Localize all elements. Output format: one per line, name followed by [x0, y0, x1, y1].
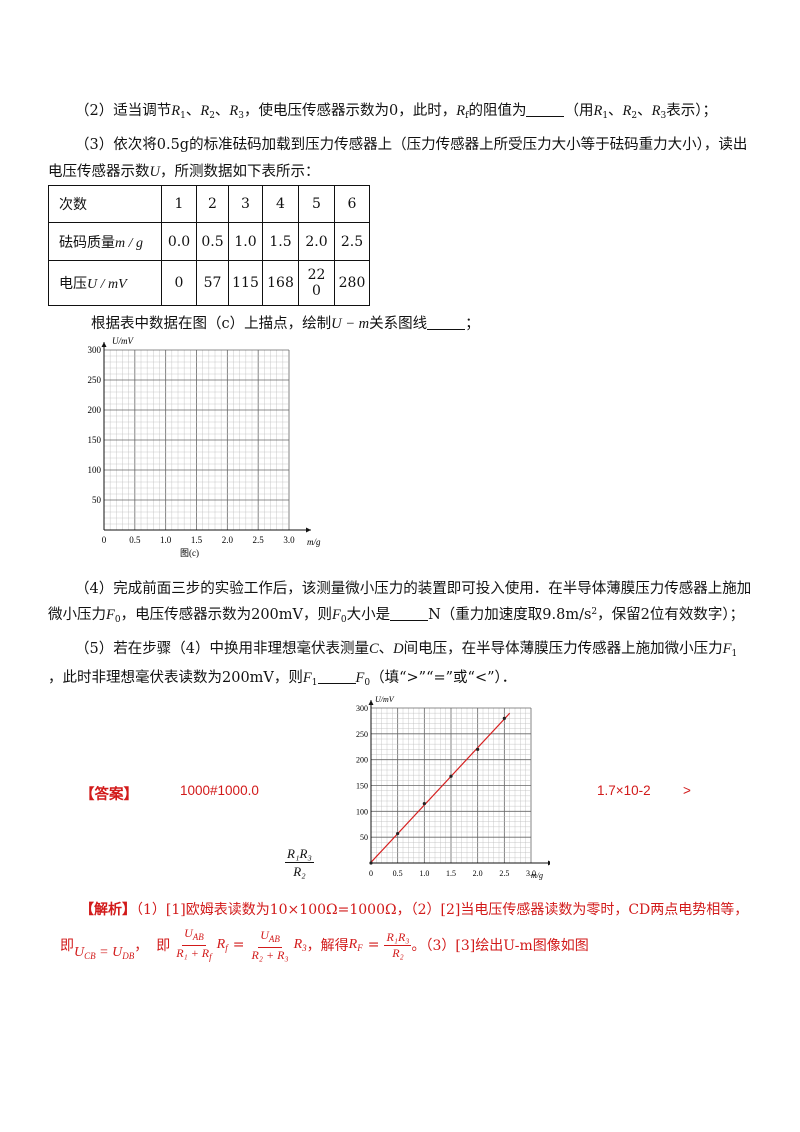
question-4-line1: （4）完成前面三步的实验工作后，该测量微小压力的装置即可投入使用．在半导体薄膜压… — [75, 581, 752, 597]
y-tick-label: 100 — [88, 465, 102, 475]
x-tick-label: 1.5 — [191, 535, 203, 545]
answer-blank — [390, 606, 429, 621]
x-tick-label: 2.5 — [253, 535, 265, 545]
y-tick-label: 300 — [356, 704, 368, 713]
data-point — [369, 861, 373, 865]
table-row: 砝码质量m / g 0.0 0.5 1.0 1.5 2.0 2.5 — [48, 222, 370, 261]
answer-blank — [526, 102, 565, 117]
answer-blank — [427, 315, 466, 330]
x-tick-label: 1.0 — [419, 869, 429, 878]
y-tick-label: 300 — [88, 345, 102, 355]
x-tick-label: 0 — [102, 535, 107, 545]
answer-1: 1000#1000.0 — [180, 783, 259, 798]
analysis-line1: 【解析】（1）[1]欧姆表读数为10×100Ω=1000Ω，（2）[2]当电压传… — [80, 902, 749, 918]
fraction: UAB R₁ + Rf — [176, 925, 212, 962]
question-4-line2: 微小压力F0，电压传感器示数为200mV，则F0大小是 N（重力加速度取9.8m/… — [48, 606, 745, 625]
x-axis-label: m/g — [531, 871, 543, 880]
y-tick-label: 250 — [88, 375, 102, 385]
y-tick-label: 250 — [356, 730, 368, 739]
axes — [101, 342, 311, 533]
y-tick-label: 50 — [360, 833, 368, 842]
y-tick-label: 150 — [356, 782, 368, 791]
fit-line — [370, 712, 511, 863]
x-tick-label: 0 — [369, 869, 373, 878]
fraction: UAB R₂ + R₃ — [251, 927, 289, 962]
plot-instruction: 根据表中数据在图（c）上描点，绘制U − m关系图线； — [91, 315, 480, 332]
answer-label: 【答案】 — [80, 786, 138, 803]
y-axis-label: U/mV — [375, 695, 395, 704]
x-tick-label: 2.0 — [222, 535, 234, 545]
answer-blank — [317, 669, 356, 684]
data-point — [476, 747, 480, 751]
data-point — [449, 774, 453, 778]
answer-2-fraction: R₁R₃ R₂ — [285, 846, 314, 879]
question-5-line2: ，此时非理想毫伏表读数为200mV，则F1 F0（填“>”“=”或“<”）． — [48, 669, 517, 688]
x-axis-arrow — [548, 860, 550, 866]
x-tick-label: 1.5 — [446, 869, 456, 878]
x-tick-label: 0.5 — [393, 869, 403, 878]
x-tick-label: 1.0 — [160, 535, 172, 545]
fraction: R₁R₃ R₂ — [384, 929, 412, 960]
table-row: 电压U / mV 0 57 115 168 22 0 280 — [48, 260, 370, 306]
x-tick-label: 3.0 — [283, 535, 295, 545]
y-tick-label: 100 — [356, 807, 368, 816]
answer-3: 1.7×10-2 — [597, 783, 651, 798]
x-tick-label: 2.0 — [473, 869, 483, 878]
analysis-line2: 即 UCB = UDB ， 即 UAB R₁ + Rf Rf = UAB R₂ … — [60, 925, 589, 965]
question-3-line2: 电压传感器示数U，所测数据如下表所示： — [48, 164, 320, 180]
blank-grid-chart: U/mV m/g 50 100 150 200 250 300 0 0.5 1.0 1.5 2.0… — [88, 336, 322, 558]
question-3-line1: （3）依次将0.5g的标准砝码加载到压力传感器上（压力传感器上所受压力大小等于砝… — [75, 137, 748, 153]
y-tick-label: 50 — [92, 495, 102, 505]
x-tick-label: 2.5 — [499, 869, 509, 878]
question-5-line1: （5）若在步骤（4）中换用非理想毫伏表测量C、D间电压，在半导体薄膜压力传感器上… — [75, 641, 738, 659]
answer-chart: U/mV m/g 50 100 150 200 250 300 0 0.5 1.0 1.5 2.0… — [356, 695, 550, 880]
grid — [370, 707, 532, 864]
x-axis-label: m/g — [307, 537, 321, 547]
data-point — [422, 801, 426, 806]
y-axis-arrow — [101, 342, 107, 347]
x-tick-label: 3.0 — [526, 869, 536, 878]
answer-4: > — [683, 783, 691, 798]
table-row: 次数 1 2 3 4 5 6 — [48, 185, 370, 223]
grid — [103, 349, 290, 531]
x-tick-label: 0.5 — [129, 535, 141, 545]
data-point — [396, 831, 400, 836]
y-axis-arrow — [368, 700, 374, 705]
y-tick-label: 150 — [88, 435, 102, 445]
data-point — [502, 716, 506, 720]
y-tick-label: 200 — [356, 756, 368, 765]
x-axis-arrow — [306, 527, 311, 533]
question-2: （2）适当调节R1、R2、R3，使电压传感器示数为0，此时，Rf的阻值为 （用R1… — [75, 102, 717, 121]
axes — [368, 700, 550, 866]
y-axis-label: U/mV — [112, 336, 134, 346]
figure-caption: 图(c) — [180, 548, 199, 558]
y-tick-label: 200 — [88, 405, 102, 415]
data-table: 次数 1 2 3 4 5 6 砝码质量m / g 0.0 0.5 1.0 1.5… — [48, 185, 370, 306]
